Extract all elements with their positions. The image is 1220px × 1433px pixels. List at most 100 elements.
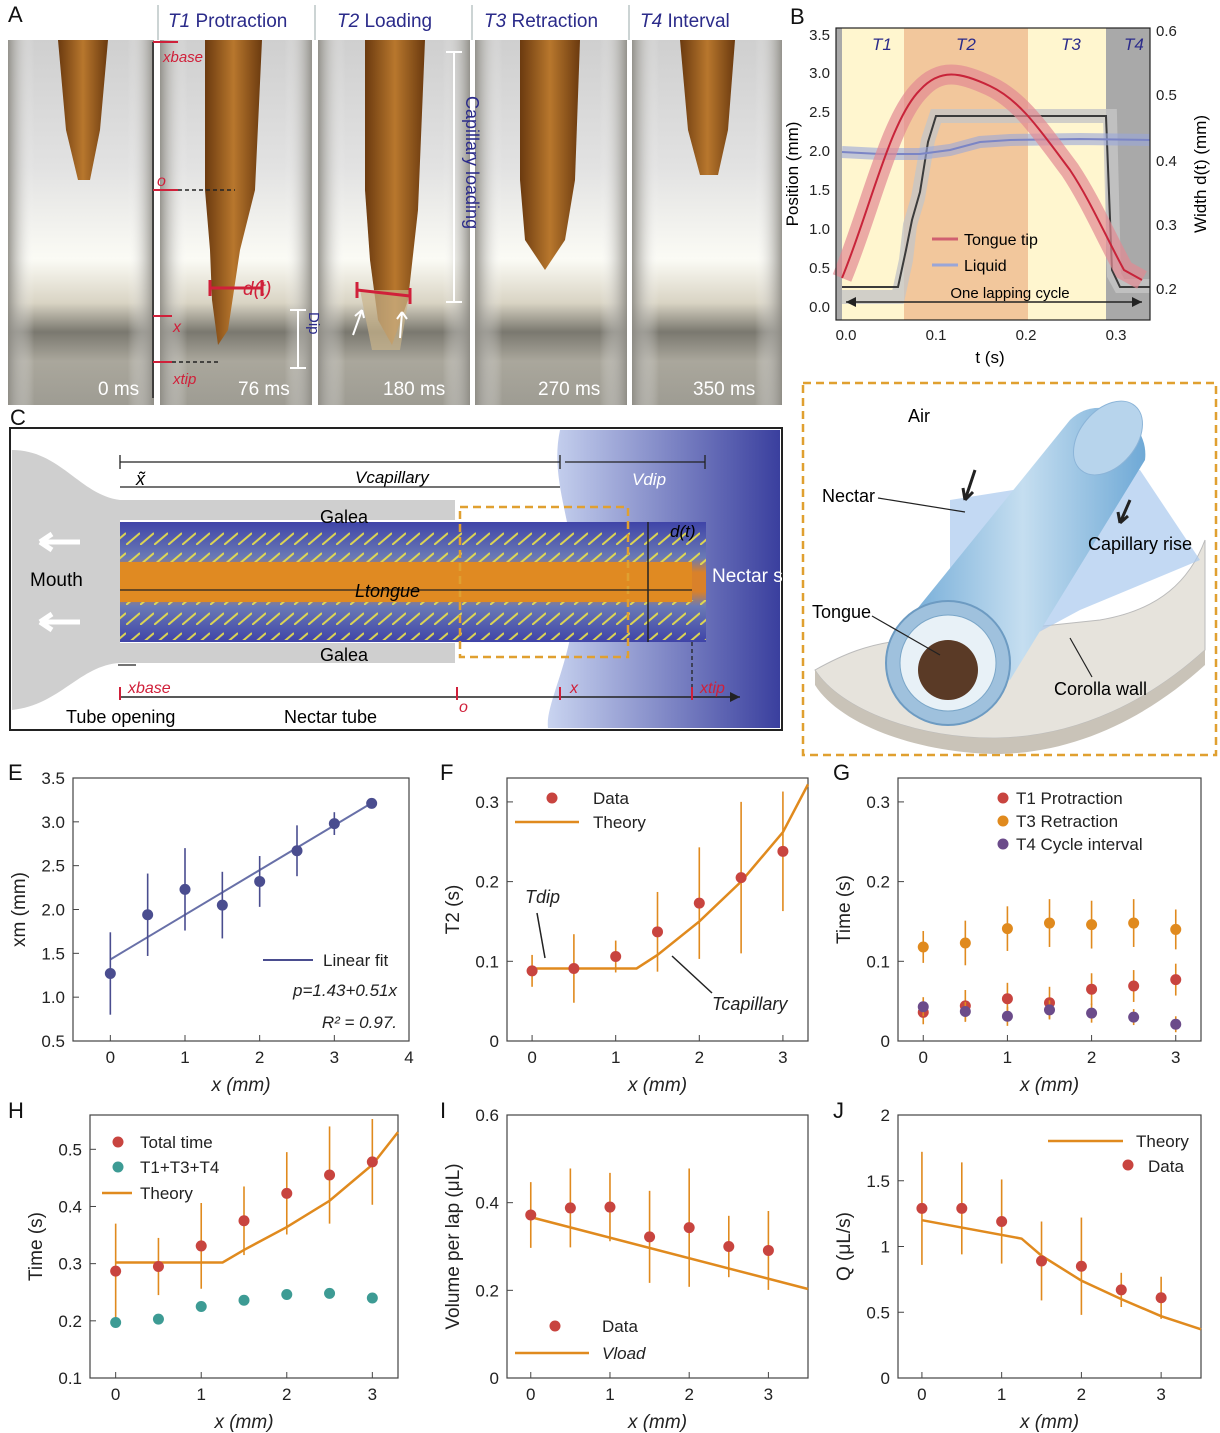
data-point [281,1187,293,1199]
c-nectar-tube: Nectar tube [284,707,377,727]
b-rtick-3: 0.5 [1156,87,1177,104]
x-tick-label: 0 [106,1048,115,1067]
c-x: x [569,680,579,697]
annotation-tdip: Tdip [525,887,560,907]
data-point [238,1294,250,1306]
c-dt: d(t) [670,522,696,541]
panel-f-letter: F [440,760,454,785]
y-tick-label: 0.5 [866,1303,890,1322]
x-tick-label: 3 [1156,1385,1165,1404]
data-point [959,1006,971,1018]
c-nectar-source: Nectar source [712,566,790,587]
legend-swatch-sum [112,1161,124,1173]
time-label-0: 0 ms [98,379,139,400]
legend-data: Data [1148,1157,1184,1176]
y-tick-label: 0 [881,1032,890,1051]
data-point [1044,1004,1055,1016]
data-point [238,1215,250,1227]
phase-header-t2: T2 Loading [337,11,433,32]
y-tick-label: 0.3 [475,793,499,812]
y-axis-label: Time (s) [26,1212,47,1281]
y-tick-label: 0.3 [866,793,890,812]
data-point [917,1001,929,1013]
b-xlabel: t (s) [975,348,1004,367]
o-label: o [157,173,166,190]
data-point [1170,923,1182,935]
b-xtick-3: 0.3 [1106,327,1127,344]
legend-theory: Theory [593,813,646,832]
y-tick-label: 0 [881,1369,890,1388]
y-tick-label: 0.1 [58,1369,82,1388]
data-point [104,967,116,979]
theory-line [921,1218,1202,1331]
y-tick-label: 0.5 [41,1032,65,1051]
panel-a-letter: A [8,2,23,27]
data-point [568,962,580,974]
y-tick-label: 3.0 [41,813,65,832]
x-tick-label: 3 [368,1385,377,1404]
fit-r2: R² = 0.97. [322,1013,397,1032]
data-point [604,1201,616,1213]
x-tick-label: 4 [404,1048,413,1067]
chart-frame [506,777,809,1042]
data-point [291,845,303,857]
x-axis-label: x (mm) [210,1075,270,1096]
x-axis-label: x (mm) [213,1412,273,1433]
y-tick-label: 2.0 [41,901,65,920]
y-tick-label: 1 [881,1238,890,1257]
data-point [1086,1007,1098,1019]
c-galea-bottom: Galea [320,645,369,665]
frame-76ms [160,40,312,405]
legend-total: Total time [140,1133,213,1152]
x-tick-label: 0 [917,1385,926,1404]
data-point [683,1222,695,1234]
b-ylabel-left: Position (mm) [783,122,802,227]
b-legend-liquid: Liquid [964,258,1007,275]
data-point [777,845,789,857]
panel-a-micrographs: 0 ms 76 ms 180 ms 270 ms 350 ms xbase o … [8,5,782,405]
time-label-2: 180 ms [383,379,445,400]
charts-e-to-j: 0 1 2 3 4 0.5 1.0 1.5 2.0 2.5 3.0 3.5 x (mm) xm (mm) L… [9,769,1202,1433]
data-point [525,1209,537,1221]
chart-j: 0 1 2 3 0 0.5 1 1.5 2 x (mm) Q (μL/s) Theory Data [834,1106,1202,1433]
y-tick-label: 0.1 [475,952,499,971]
data-point [216,899,228,911]
data-point [526,965,538,977]
b-phase-t1: T1 [872,35,892,54]
phase-header-t4: T4 Interval [640,11,730,32]
data-point [762,1244,774,1256]
data-point [1001,993,1013,1005]
phase-header-t1: T1 Protraction [168,11,288,32]
panel-h-letter: H [8,1098,24,1123]
theory-line [530,1215,809,1291]
chart-frame [72,777,410,1042]
x-tick-label: 2 [1087,1048,1096,1067]
xbase-label: xbase [162,49,203,66]
y-tick-label: 0.4 [475,1194,499,1213]
data-point [366,797,378,809]
panel-e-letter: E [8,760,23,785]
dt-label: d(t) [243,279,272,300]
y-axis-label: T2 (s) [443,885,464,935]
y-tick-label: 0.2 [475,873,499,892]
panel-b-chart: 0.0 0.5 1.0 1.5 2.0 2.5 3.0 3.5 0.2 0.3 … [783,23,1210,367]
c-ltongue: Ltongue [355,581,420,601]
frame-0ms [8,40,154,405]
frame-270ms [475,40,627,405]
legend-fit: Linear fit [323,951,388,970]
panel-b-letter: B [790,4,805,29]
panel-c-letter: C [10,405,26,430]
x-tick-label: 0 [526,1385,535,1404]
y-tick-label: 2.5 [41,857,65,876]
b-xtick-0: 0.0 [836,327,857,344]
data-point [1155,1292,1167,1304]
legend-swatch [997,815,1009,827]
chart-i: 0 1 2 3 0 0.2 0.4 0.6 x (mm) Volume per lap (μL) D… [443,1106,809,1433]
b-ytick-0: 0.0 [809,299,830,316]
chart-frame [506,1114,809,1379]
frame-350ms [632,40,782,405]
x-axis-label: x (mm) [627,1075,687,1096]
x-tick-label: 2 [255,1048,264,1067]
data-point [328,818,340,830]
capillary-loading-label: Capillary loading [462,96,482,229]
